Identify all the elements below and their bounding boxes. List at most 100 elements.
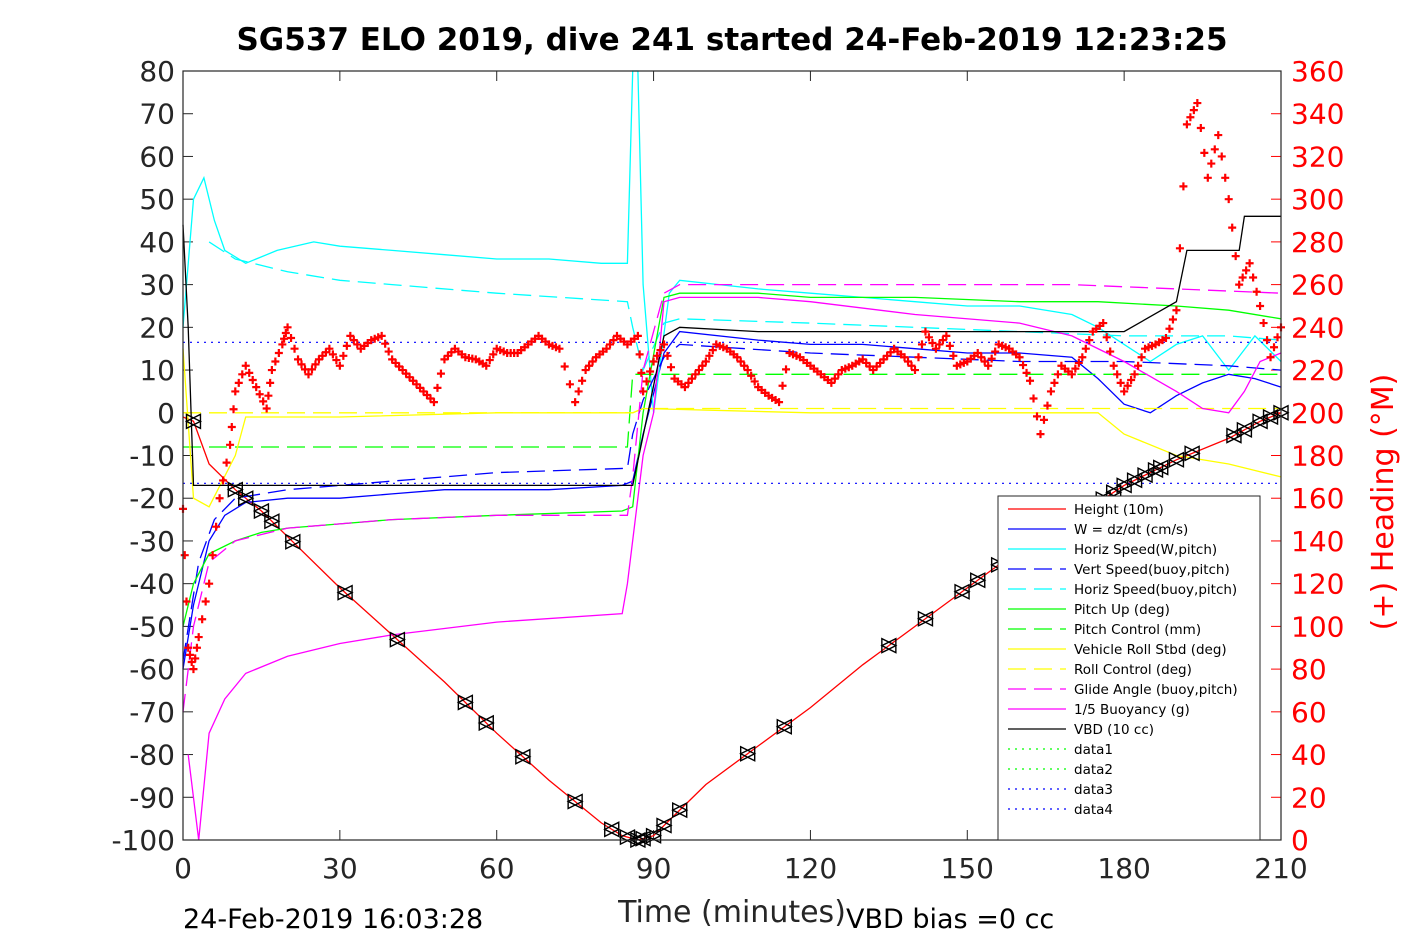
height-marker [917, 610, 935, 627]
heading-marker [642, 377, 651, 386]
heading-marker [1078, 353, 1087, 362]
height-marker [1184, 445, 1201, 462]
heading-marker [931, 344, 940, 353]
heading-marker [281, 329, 290, 338]
y2-tick-label: 320 [1291, 140, 1344, 173]
heading-marker [1242, 266, 1251, 275]
series-w-dz-dt-cm-s- [182, 330, 1282, 670]
heading-marker [353, 340, 362, 349]
heading-marker [1130, 370, 1139, 379]
y2-tick-label: 40 [1291, 739, 1327, 772]
heading-marker [1074, 358, 1083, 367]
heading-marker [259, 397, 268, 406]
heading-marker [182, 597, 191, 606]
series-horiz-speed-buoy-pitch- [208, 241, 1282, 373]
series-horiz-speed-w-pitch- [182, 70, 1282, 413]
y2-tick-label: 260 [1291, 269, 1344, 302]
heading-marker [311, 360, 320, 369]
heading-marker [245, 368, 254, 377]
heading-marker [290, 344, 299, 353]
height-marker [185, 413, 203, 430]
height-marker [227, 481, 244, 498]
heading-marker [208, 551, 217, 560]
footer-timestamp: 24-Feb-2019 16:03:28 [183, 904, 483, 935]
heading-marker [264, 391, 273, 400]
heading-marker [1123, 381, 1132, 390]
heading-marker [928, 338, 937, 347]
heading-marker [942, 331, 951, 340]
x-tick-label: 30 [322, 852, 358, 885]
heading-marker [778, 381, 787, 390]
heading-marker [325, 344, 334, 353]
heading-marker [637, 368, 646, 377]
heading-marker [262, 404, 271, 413]
heading-marker [907, 361, 916, 370]
y2-tick-label: 160 [1291, 482, 1344, 515]
y-tick-label: -60 [129, 653, 175, 686]
heading-marker [226, 440, 235, 449]
heading-marker [708, 346, 717, 355]
y-tick-label: 50 [139, 183, 175, 216]
legend-entry: data2 [1074, 762, 1113, 778]
height-marker [457, 694, 474, 711]
heading-marker [1256, 301, 1265, 310]
heading-marker [381, 339, 390, 348]
heading-marker [342, 341, 351, 350]
heading-marker [560, 362, 569, 371]
legend-entry: Pitch Control (mm) [1074, 622, 1201, 638]
heading-marker [1210, 145, 1219, 154]
heading-marker [660, 340, 669, 349]
heading-marker [1033, 412, 1041, 421]
heading-marker [1217, 152, 1226, 161]
heading-marker [980, 357, 989, 366]
heading-marker [588, 357, 597, 366]
x-axis-label: Time (minutes) [617, 895, 846, 930]
heading-marker [238, 370, 247, 379]
y-axis-right: 3603403203002802602402202001801601401201… [1271, 55, 1344, 857]
y-tick-label: -50 [129, 610, 175, 643]
y-tick-label: -20 [129, 482, 175, 515]
heading-marker [834, 370, 843, 379]
height-marker [1137, 467, 1154, 484]
heading-marker [917, 340, 926, 349]
series-vert-speed-buoy-pitch- [182, 343, 1282, 661]
heading-marker [304, 370, 313, 379]
height-marker [672, 801, 689, 819]
heading-marker [687, 374, 696, 383]
y2-tick-label: 100 [1291, 610, 1344, 643]
x-tick-label: 120 [784, 852, 837, 885]
heading-marker [1026, 376, 1035, 385]
heading-marker [278, 340, 287, 349]
heading-marker [1116, 378, 1125, 387]
y2-tick-label: 180 [1291, 440, 1344, 473]
heading-marker [349, 336, 358, 345]
height-marker [1168, 451, 1185, 468]
heading-marker [384, 347, 393, 356]
heading-marker [1161, 334, 1170, 343]
heading-marker [482, 361, 491, 370]
heading-marker [606, 340, 614, 349]
y2-tick-label: 120 [1291, 568, 1344, 601]
height-marker [515, 748, 532, 765]
x-tick-label: 90 [636, 852, 672, 885]
heading-marker [633, 331, 642, 340]
heading-marker [1270, 343, 1279, 352]
height-marker [776, 718, 793, 735]
y2-tick-label: 280 [1291, 226, 1344, 259]
heading-marker [1172, 306, 1181, 315]
legend-entry: Glide Angle (buoy,pitch) [1074, 682, 1238, 698]
heading-marker [1263, 336, 1272, 345]
heading-marker [830, 374, 839, 383]
heading-marker [684, 378, 693, 387]
heading-marker [1273, 333, 1282, 342]
y-tick-label: -80 [129, 739, 175, 772]
heading-marker [1168, 315, 1177, 324]
heading-marker [747, 371, 756, 380]
y-tick-label: 10 [139, 354, 175, 387]
heading-marker [639, 387, 648, 396]
heading-marker [977, 353, 986, 362]
height-marker [619, 829, 636, 846]
heading-marker [234, 378, 243, 387]
height-marker [567, 793, 584, 810]
